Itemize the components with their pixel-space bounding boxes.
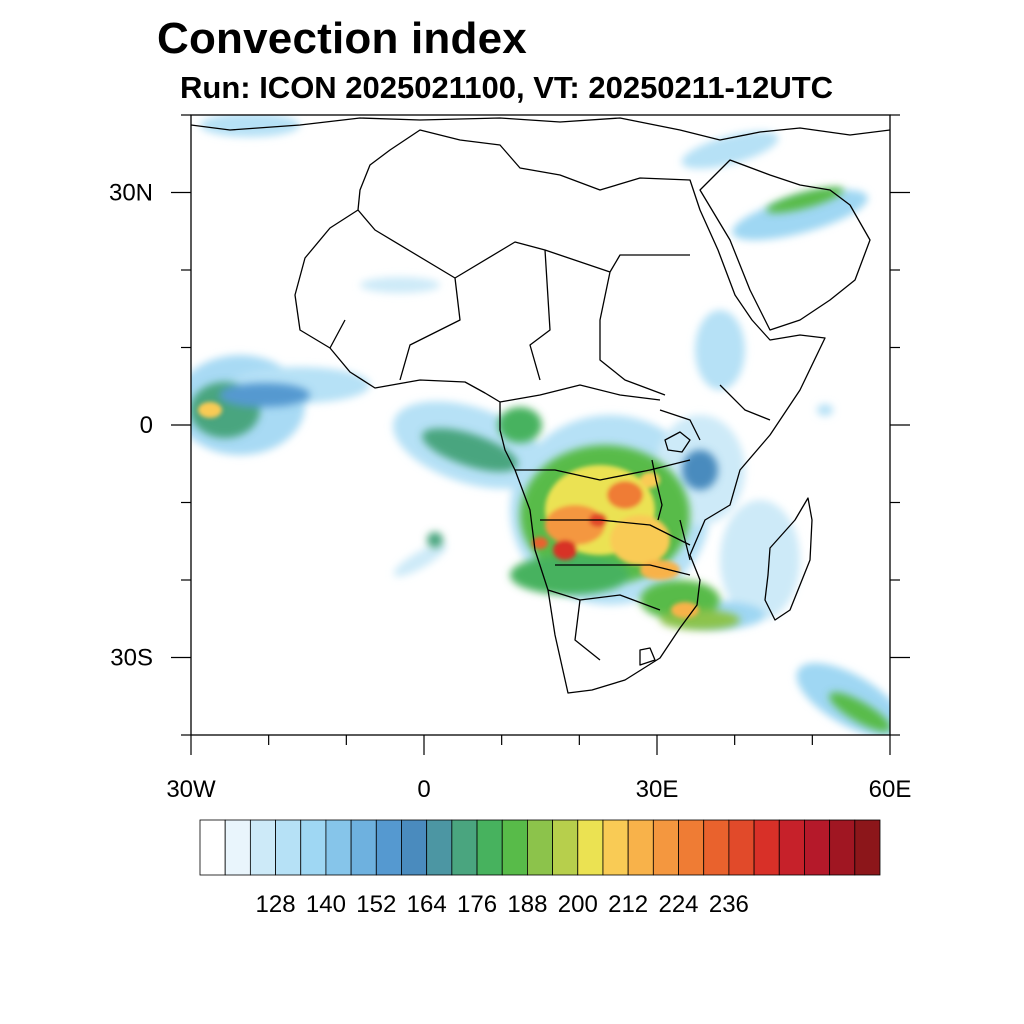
colorbar-label: 224 <box>658 891 698 918</box>
colorbar-label: 188 <box>507 891 547 918</box>
colorbar-label: 176 <box>457 891 497 918</box>
plot-title: Convection index <box>157 14 527 63</box>
lake-malawi <box>679 519 691 561</box>
colorbar-swatch <box>804 819 831 876</box>
colorbar-swatch <box>854 819 881 876</box>
colorbar-swatch <box>527 819 553 876</box>
colorbar-label: 152 <box>356 891 396 918</box>
colorbar-label: 212 <box>608 891 648 918</box>
europe-coastline <box>191 117 890 141</box>
colorbar: 128 140 152 164 176 188 200 212 224 236 <box>199 819 881 918</box>
lat-tick-label: 30N <box>109 180 153 207</box>
madagascar-coastline <box>764 497 813 621</box>
colorbar-swatch <box>728 819 755 876</box>
country-borders <box>329 209 771 666</box>
lake-victoria <box>664 431 691 453</box>
colorbar-swatch <box>476 819 503 876</box>
colorbar-swatch <box>426 819 453 876</box>
colorbar-swatch <box>501 819 528 876</box>
colorbar-swatch <box>652 819 679 876</box>
convection-field <box>191 115 890 735</box>
lon-tick-label: 30W <box>166 776 216 803</box>
colorbar-label: 236 <box>709 891 749 918</box>
lat-tick-label: 0 <box>140 412 153 439</box>
colorbar-swatch <box>577 819 604 876</box>
colorbar-swatch <box>401 819 428 876</box>
colorbar-swatch <box>778 819 805 876</box>
colorbar-swatch <box>451 819 478 876</box>
colorbar-swatch <box>224 819 251 876</box>
colorbar-label: 164 <box>407 891 447 918</box>
strong-convection-core <box>198 402 699 618</box>
lon-tick-label: 0 <box>417 776 430 803</box>
colorbar-swatch <box>829 819 856 876</box>
colorbar-swatch <box>552 819 579 876</box>
map-plot-area <box>191 115 890 735</box>
colorbar-swatch <box>678 819 705 876</box>
plot-subtitle: Run: ICON 2025021100, VT: 20250211-12UTC <box>180 70 834 105</box>
lon-tick-label: 30E <box>636 776 679 803</box>
africa-coastline <box>294 129 826 694</box>
colorbar-swatch <box>350 819 377 876</box>
colorbar-swatch <box>275 819 302 876</box>
colorbar-swatch <box>199 819 226 876</box>
colorbar-swatch <box>375 819 402 876</box>
colorbar-label: 140 <box>306 891 346 918</box>
map-axes: 30N 0 30S 30W 0 30E 60E <box>109 114 912 803</box>
colorbar-swatch <box>602 819 629 876</box>
arabia-coastline <box>699 159 871 331</box>
colorbar-label: 128 <box>256 891 296 918</box>
colorbar-swatch <box>627 819 654 876</box>
lat-tick-label: 30S <box>110 645 153 672</box>
lake-tanganyika <box>651 459 663 521</box>
colorbar-swatch <box>703 819 730 876</box>
colorbar-label: 200 <box>558 891 598 918</box>
colorbar-swatch <box>300 819 327 876</box>
coastlines-borders <box>191 117 890 694</box>
colorbar-swatch <box>753 819 780 876</box>
lon-tick-label: 60E <box>869 776 912 803</box>
colorbar-swatch <box>249 819 276 876</box>
colorbar-swatch <box>325 819 352 876</box>
